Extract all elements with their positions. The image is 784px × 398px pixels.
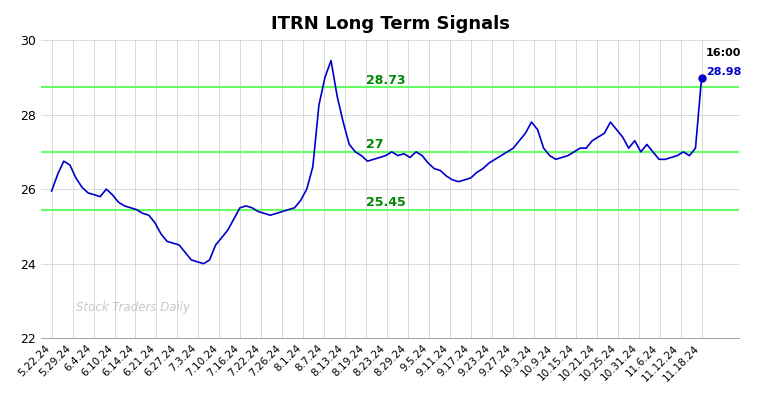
Text: 28.73: 28.73 [366,74,405,87]
Text: 28.98: 28.98 [706,67,741,77]
Title: ITRN Long Term Signals: ITRN Long Term Signals [270,15,510,33]
Text: 27: 27 [366,138,383,151]
Text: 25.45: 25.45 [366,196,406,209]
Text: 16:00: 16:00 [706,48,741,58]
Text: Stock Traders Daily: Stock Traders Daily [76,301,190,314]
